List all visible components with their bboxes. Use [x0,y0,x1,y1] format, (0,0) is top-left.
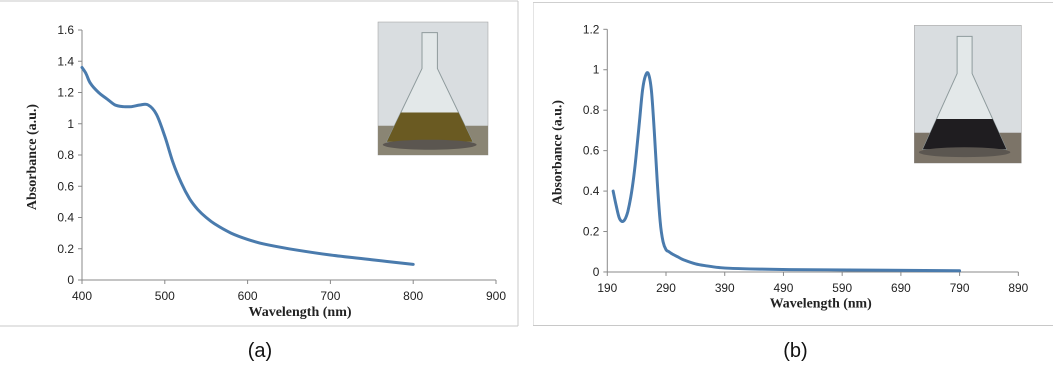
y-tick-label: 1 [67,117,74,131]
y-tick-label: 0.6 [57,179,74,193]
x-axis-title: Wavelength (nm) [248,305,351,320]
x-axis-title: Wavelength (nm) [770,296,872,312]
y-tick-label: 0.2 [57,242,74,256]
x-tick-label: 400 [72,289,92,303]
y-tick-label: 1.2 [57,86,74,100]
y-tick-label: 1.6 [57,23,74,37]
y-tick-label: 0.8 [583,103,600,117]
series-line-0 [80,66,415,266]
x-tick-label: 790 [950,281,970,295]
chart-frame [533,2,1053,326]
x-tick-label: 490 [774,281,794,295]
y-tick-label: 0.2 [583,224,600,238]
x-tick-label: 500 [155,289,175,303]
hot-plate [382,139,477,150]
y-tick-label: 0 [67,273,74,287]
y-tick-label: 0.6 [583,144,600,158]
y-tick-label: 1.4 [57,54,74,68]
caption-b: (b) [783,340,808,362]
y-tick-label: 1 [593,63,600,77]
y-tick-label: 0 [593,265,600,279]
y-axis-title: Absorbance (a.u.) [25,104,40,211]
x-tick-label: 690 [891,281,911,295]
y-tick-label: 1.2 [583,22,600,36]
x-tick-label: 900 [486,289,506,303]
x-tick-label: 390 [715,281,735,295]
caption-a: (a) [247,340,273,362]
chart-panel-b: 0 0.2 0.4 0.6 0.8 1 1.2 190 290 390 490 590 690 790 89… [533,0,1058,367]
chart-frame [0,0,519,327]
x-tick-label: 890 [1008,281,1028,295]
x-tick-label: 800 [403,289,423,303]
flask-liquid [922,118,1007,150]
flask-liquid [386,112,473,142]
x-tick-label: 600 [238,289,258,303]
x-tick-label: 590 [832,281,852,295]
chart-b: 0 0.2 0.4 0.6 0.8 1 1.2 190 290 390 490 590 690 790 89… [533,2,1053,326]
series-line-0 [611,71,962,273]
inset-photo-b [914,25,1022,164]
y-tick-label: 0.8 [57,148,74,162]
x-tick-label: 700 [320,289,340,303]
hot-plate [918,147,1011,158]
y-tick-label: 0.4 [583,184,600,198]
x-tick-label: 290 [656,281,676,295]
chart-panel-a: 0 0.2 0.4 0.6 0.8 1 1.2 1.4 1.6 400 500 600 700 800 90… [0,0,525,367]
y-tick-label: 0.4 [57,211,74,225]
y-axis-title: Absorbance (a.u.) [550,100,566,205]
chart-a: 0 0.2 0.4 0.6 0.8 1 1.2 1.4 1.6 400 500 600 700 800 90… [0,0,519,327]
x-tick-label: 190 [597,281,617,295]
inset-photo-a [377,21,489,156]
